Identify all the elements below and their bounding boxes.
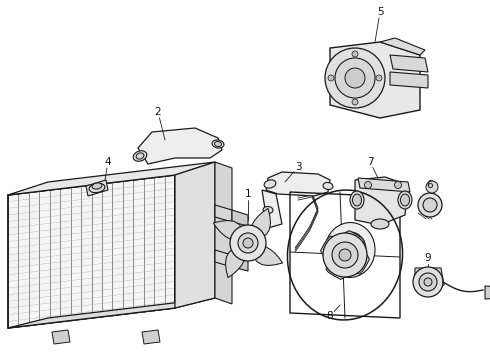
Polygon shape (225, 243, 248, 278)
Polygon shape (341, 231, 364, 247)
Text: 2: 2 (155, 107, 161, 117)
Polygon shape (52, 330, 70, 344)
Polygon shape (248, 208, 270, 243)
Circle shape (376, 75, 382, 81)
Circle shape (230, 225, 266, 261)
Polygon shape (215, 162, 232, 304)
Polygon shape (390, 55, 428, 72)
Polygon shape (232, 255, 248, 271)
Ellipse shape (263, 207, 273, 213)
Polygon shape (215, 205, 232, 222)
Circle shape (328, 75, 334, 81)
Polygon shape (142, 330, 160, 344)
Polygon shape (266, 172, 330, 196)
Circle shape (335, 58, 375, 98)
Circle shape (243, 238, 253, 248)
Ellipse shape (215, 141, 221, 147)
Circle shape (345, 68, 365, 88)
Ellipse shape (398, 191, 412, 209)
Polygon shape (175, 162, 215, 308)
Polygon shape (8, 162, 215, 195)
Text: 5: 5 (377, 7, 383, 17)
Ellipse shape (352, 194, 362, 206)
Ellipse shape (133, 151, 147, 161)
Ellipse shape (212, 140, 224, 148)
Circle shape (323, 233, 367, 277)
Circle shape (352, 99, 358, 105)
Polygon shape (330, 42, 420, 118)
Text: 1: 1 (245, 189, 251, 199)
Circle shape (238, 233, 258, 253)
Polygon shape (232, 210, 248, 226)
Circle shape (418, 193, 442, 217)
Polygon shape (215, 250, 232, 267)
Circle shape (339, 249, 351, 261)
Circle shape (325, 48, 385, 108)
Ellipse shape (325, 222, 375, 278)
Ellipse shape (89, 183, 105, 193)
Polygon shape (248, 243, 283, 266)
Polygon shape (353, 251, 369, 274)
Polygon shape (380, 38, 425, 55)
Text: 9: 9 (425, 253, 431, 263)
Ellipse shape (92, 183, 102, 189)
Circle shape (365, 181, 371, 189)
Polygon shape (8, 298, 215, 328)
Ellipse shape (371, 219, 389, 229)
Text: 4: 4 (105, 157, 111, 167)
Polygon shape (262, 190, 282, 228)
Text: 6: 6 (427, 180, 433, 190)
Polygon shape (213, 220, 248, 243)
Text: 7: 7 (367, 157, 373, 167)
Circle shape (413, 267, 443, 297)
Circle shape (423, 198, 437, 212)
Polygon shape (390, 72, 428, 88)
Polygon shape (355, 177, 408, 225)
Circle shape (426, 181, 438, 193)
Polygon shape (138, 128, 222, 164)
Ellipse shape (264, 180, 276, 188)
Polygon shape (320, 236, 337, 259)
Polygon shape (358, 178, 410, 192)
Circle shape (332, 242, 358, 268)
Polygon shape (415, 268, 444, 289)
Circle shape (419, 273, 437, 291)
Ellipse shape (350, 191, 364, 209)
Ellipse shape (334, 232, 366, 268)
Polygon shape (485, 286, 490, 299)
Ellipse shape (323, 183, 333, 190)
Circle shape (394, 181, 401, 189)
Circle shape (352, 51, 358, 57)
Polygon shape (86, 180, 108, 196)
Text: 3: 3 (294, 162, 301, 172)
Text: 8: 8 (327, 311, 333, 321)
Polygon shape (326, 263, 349, 279)
Circle shape (424, 278, 432, 286)
Ellipse shape (136, 153, 144, 159)
Polygon shape (8, 175, 175, 328)
Ellipse shape (400, 194, 410, 206)
